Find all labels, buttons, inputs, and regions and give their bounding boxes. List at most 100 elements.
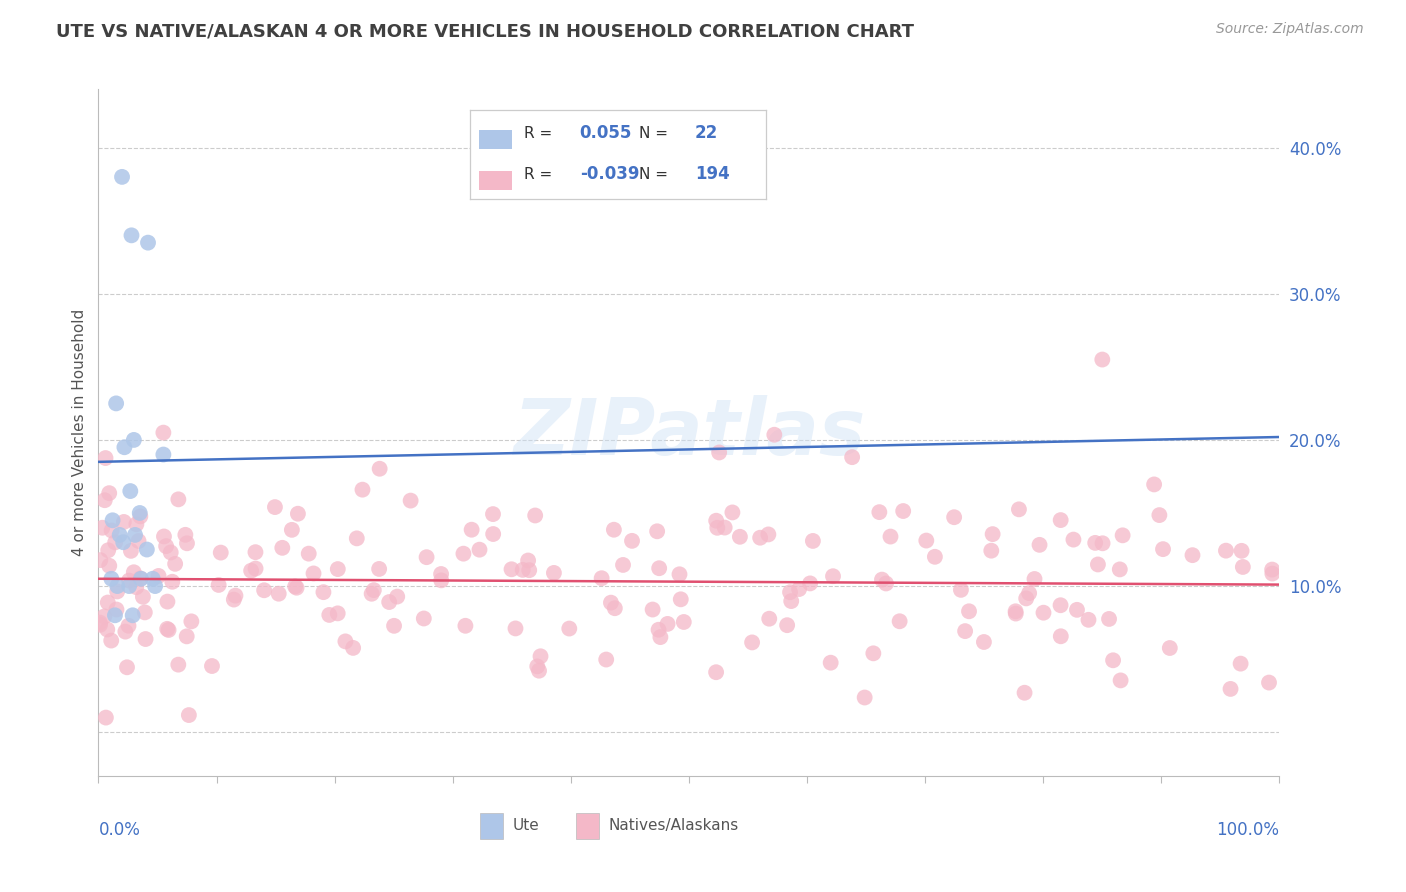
Point xyxy=(1091,536,1114,550)
Point xyxy=(1152,542,1174,557)
Point xyxy=(820,656,842,670)
Point xyxy=(949,582,972,597)
Point xyxy=(595,652,617,666)
Point xyxy=(253,583,276,598)
Point xyxy=(758,612,780,626)
Point xyxy=(430,574,453,588)
Point xyxy=(1215,543,1237,558)
Point xyxy=(94,493,117,508)
Point xyxy=(505,622,527,636)
Point xyxy=(97,595,120,609)
Point xyxy=(741,635,763,649)
Point xyxy=(875,576,897,591)
Point xyxy=(415,550,437,565)
Point xyxy=(641,602,664,616)
Point xyxy=(482,507,505,521)
Point xyxy=(285,581,308,595)
Point xyxy=(335,634,357,648)
Point xyxy=(124,528,146,542)
Point xyxy=(1062,533,1084,547)
Point xyxy=(1004,604,1026,618)
Point xyxy=(105,602,128,616)
Point xyxy=(352,483,374,497)
Point xyxy=(129,572,152,586)
Point xyxy=(89,615,111,630)
Point xyxy=(647,623,669,637)
Point xyxy=(801,533,824,548)
Text: 0.0%: 0.0% xyxy=(98,821,141,838)
Point xyxy=(180,615,202,629)
Point xyxy=(603,601,626,615)
Point xyxy=(943,510,966,524)
Point xyxy=(125,517,148,532)
Point xyxy=(707,445,730,459)
Point xyxy=(105,584,128,599)
Point xyxy=(318,607,340,622)
Point xyxy=(1004,607,1026,621)
Point xyxy=(399,493,422,508)
Point xyxy=(645,524,668,539)
Point xyxy=(101,513,124,527)
Point xyxy=(363,583,385,598)
Point xyxy=(669,592,692,607)
Point xyxy=(1008,502,1031,516)
Point xyxy=(162,574,184,589)
Point xyxy=(1109,673,1132,688)
Point xyxy=(1087,558,1109,572)
Point xyxy=(1181,548,1204,562)
Point xyxy=(973,635,995,649)
Point xyxy=(704,665,727,680)
Point xyxy=(142,572,165,586)
Point xyxy=(672,615,695,629)
Point xyxy=(387,590,409,604)
Point xyxy=(224,589,246,603)
Point xyxy=(779,585,801,599)
Point xyxy=(1159,640,1181,655)
Point xyxy=(326,562,349,576)
Point xyxy=(924,549,946,564)
Point xyxy=(302,566,325,581)
Point xyxy=(104,535,127,549)
Point xyxy=(382,619,405,633)
Point xyxy=(1098,612,1121,626)
Point xyxy=(105,396,128,410)
Point xyxy=(650,630,672,644)
Text: UTE VS NATIVE/ALASKAN 4 OR MORE VEHICLES IN HOUSEHOLD CORRELATION CHART: UTE VS NATIVE/ALASKAN 4 OR MORE VEHICLES… xyxy=(56,22,914,40)
Point xyxy=(721,505,744,519)
Point xyxy=(1143,477,1166,491)
Point xyxy=(134,606,156,620)
Point xyxy=(281,523,304,537)
Point xyxy=(870,573,893,587)
Point xyxy=(112,440,135,454)
Point xyxy=(117,619,139,633)
Point xyxy=(114,624,136,639)
Point xyxy=(412,611,434,625)
Point xyxy=(953,624,976,639)
Point xyxy=(524,508,547,523)
Point xyxy=(176,629,198,643)
Point xyxy=(156,594,179,608)
Point xyxy=(104,608,127,623)
Point xyxy=(121,228,143,243)
Point xyxy=(763,427,786,442)
Point xyxy=(543,566,565,580)
Point xyxy=(1032,606,1054,620)
Text: ZIPatlas: ZIPatlas xyxy=(513,394,865,471)
Text: Source: ZipAtlas.com: Source: ZipAtlas.com xyxy=(1216,22,1364,37)
Point xyxy=(89,553,111,567)
Point xyxy=(153,529,176,543)
Point xyxy=(517,553,540,567)
Point xyxy=(460,523,482,537)
Point xyxy=(600,596,623,610)
Point xyxy=(1091,352,1114,367)
Point xyxy=(749,531,772,545)
Point xyxy=(129,572,152,586)
Point xyxy=(174,528,197,542)
Point xyxy=(96,623,118,637)
Point xyxy=(121,608,143,623)
Point xyxy=(245,545,267,559)
Point xyxy=(1149,508,1171,522)
Point xyxy=(1102,653,1125,667)
Point xyxy=(120,484,142,499)
Point xyxy=(155,539,177,553)
